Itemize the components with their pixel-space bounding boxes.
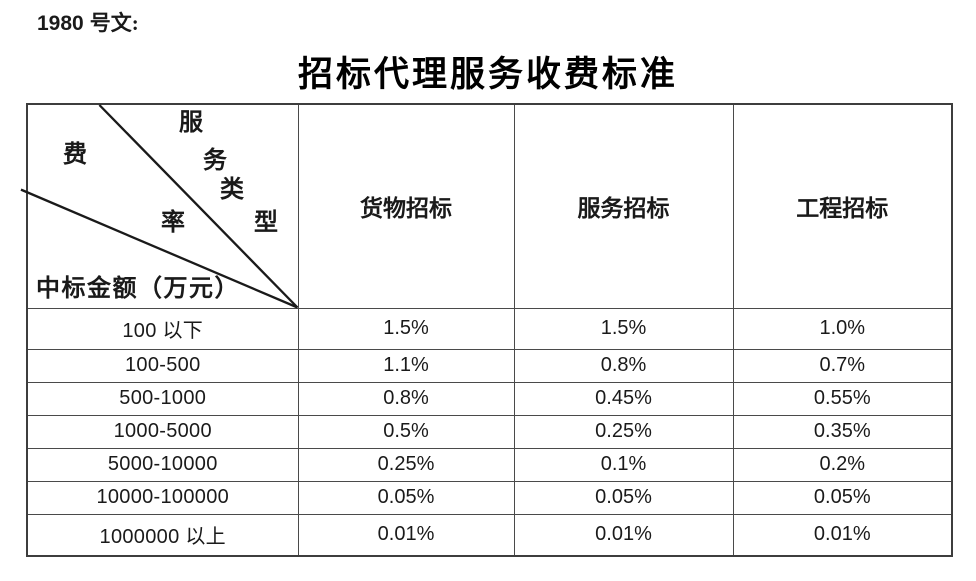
page-title: 招标代理服务收费标准	[297, 55, 678, 94]
fee-value-cell: 0.01%	[732, 513, 953, 557]
fee-value-cell: 1.5%	[513, 307, 734, 350]
column-header-goods: 货物招标	[297, 103, 515, 309]
row-label-amount-range: 100 以下	[26, 307, 299, 350]
fee-value-cell: 1.5%	[297, 307, 515, 350]
corner-label-service-type-char: 服	[179, 110, 203, 136]
corner-label-service-type-char: 务	[203, 148, 227, 174]
fee-value-cell: 0.55%	[732, 381, 953, 416]
fee-value-cell: 0.25%	[513, 414, 734, 449]
table-row: 500-1000 0.8% 0.45% 0.55%	[26, 381, 953, 416]
column-header-engineering: 工程招标	[732, 103, 953, 309]
fee-value-cell: 1.0%	[732, 307, 953, 350]
row-label-amount-range: 500-1000	[26, 381, 299, 416]
row-label-amount-range: 100-500	[26, 348, 299, 383]
fee-value-cell: 0.1%	[513, 447, 734, 482]
row-label-amount-range: 5000-10000	[26, 447, 299, 482]
corner-label-service-type-char: 类	[220, 177, 244, 203]
fee-value-cell: 0.35%	[732, 414, 953, 449]
fee-value-cell: 0.8%	[297, 381, 515, 416]
corner-label-service-type-char: 型	[254, 210, 278, 236]
table-row: 10000-100000 0.05% 0.05% 0.05%	[26, 480, 953, 515]
fee-table: 服 务 类 型 费 率 中标金额（万元） 货物招标 服务招标 工程招标 100 …	[20, 103, 953, 557]
diagonal-header-cell: 服 务 类 型 费 率 中标金额（万元）	[20, 103, 299, 309]
corner-label-bid-amount: 中标金额（万元）	[36, 276, 240, 302]
fee-value-cell: 0.05%	[732, 480, 953, 515]
fee-value-cell: 1.1%	[297, 348, 515, 383]
doc-reference-label: 号文:	[89, 11, 139, 35]
row-label-amount-range: 1000000 以上	[26, 513, 299, 557]
table-row: 100-500 1.1% 0.8% 0.7%	[26, 348, 953, 383]
diagonal-lines	[20, 104, 299, 309]
table-row: 5000-10000 0.25% 0.1% 0.2%	[26, 447, 953, 482]
table-row: 1000000 以上 0.01% 0.01% 0.01%	[26, 513, 953, 557]
fee-value-cell: 0.8%	[513, 348, 734, 383]
doc-reference-number: 1980	[37, 12, 84, 35]
fee-value-cell: 0.2%	[732, 447, 953, 482]
fee-value-cell: 0.05%	[513, 480, 734, 515]
fee-value-cell: 0.25%	[297, 447, 515, 482]
doc-reference: 1980 号文:	[37, 7, 139, 37]
table-row: 1000-5000 0.5% 0.25% 0.35%	[26, 414, 953, 449]
table-header-row: 服 务 类 型 费 率 中标金额（万元） 货物招标 服务招标 工程招标	[20, 103, 953, 309]
corner-label-fee-rate-char: 费	[63, 142, 87, 168]
table-body: 100 以下 1.5% 1.5% 1.0% 100-500 1.1% 0.8% 0.7% 500…	[26, 307, 953, 557]
corner-label-fee-rate-char: 率	[161, 210, 185, 236]
row-label-amount-range: 1000-5000	[26, 414, 299, 449]
fee-value-cell: 0.7%	[732, 348, 953, 383]
column-header-service: 服务招标	[513, 103, 734, 309]
row-label-amount-range: 10000-100000	[26, 480, 299, 515]
fee-value-cell: 0.01%	[513, 513, 734, 557]
fee-value-cell: 0.45%	[513, 381, 734, 416]
table-row: 100 以下 1.5% 1.5% 1.0%	[26, 307, 953, 350]
fee-value-cell: 0.05%	[297, 480, 515, 515]
fee-value-cell: 0.01%	[297, 513, 515, 557]
fee-value-cell: 0.5%	[297, 414, 515, 449]
